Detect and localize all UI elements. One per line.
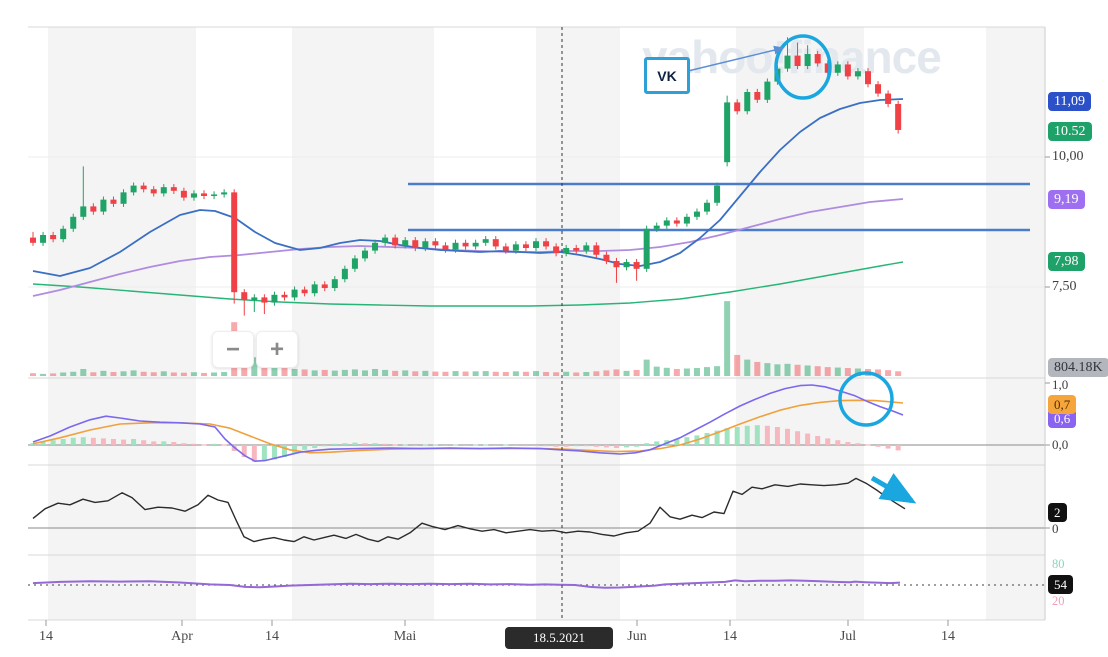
ma-green-value-badge: 7,98 (1048, 252, 1085, 271)
x-label-jun: Jun (627, 629, 647, 644)
candles (30, 37, 902, 316)
zoom-in-button[interactable]: + (256, 331, 298, 368)
rsi-lower-threshold-label: 20 (1052, 594, 1065, 608)
rsi-value-badge: 54 (1048, 575, 1073, 594)
macd-signal-badge: 0,7 (1048, 395, 1077, 414)
momentum-grid-label-0: 0 (1052, 521, 1059, 536)
x-label-14a: 14 (39, 629, 53, 644)
macd-grid-label-0: 0,0 (1052, 437, 1069, 452)
x-label-14c: 14 (723, 629, 737, 644)
momentum-value-badge: 2 (1048, 503, 1067, 522)
x-label-14d: 14 (941, 629, 955, 644)
price-grid-label-10: 10,00 (1052, 149, 1084, 164)
x-label-jul: Jul (839, 629, 857, 644)
volume-badge: 804.18K (1048, 358, 1108, 377)
momentum-line (32, 477, 906, 543)
rsi-line (32, 579, 901, 589)
x-label-14b: 14 (265, 629, 279, 644)
top-annotation-circle (774, 34, 832, 100)
rsi-upper-threshold-label: 80 (1052, 557, 1065, 571)
ma_green-line (32, 261, 904, 307)
zoom-controls: − + (212, 331, 298, 368)
ma-purple-value-badge: 9,19 (1048, 190, 1085, 209)
x-label-mai: Mai (393, 629, 417, 644)
cursor-date-label: 18.5.2021 (505, 627, 613, 649)
macd-grid-label-1: 1,0 (1052, 377, 1069, 392)
vk-arrow (687, 45, 785, 72)
x-label-apr: Apr (171, 629, 193, 644)
vk-sell-annotation[interactable]: VK (644, 57, 690, 94)
macd-annotation-circle (838, 371, 894, 427)
ma_blue-line (32, 98, 904, 277)
momentum-down-arrow (870, 473, 917, 504)
ma_purple-line (32, 198, 904, 297)
macd-panel (30, 384, 904, 463)
volume-bars (30, 301, 902, 376)
zoom-out-button[interactable]: − (212, 331, 254, 368)
price-grid-label-750: 7,50 (1052, 279, 1077, 294)
ma-blue-value-badge: 11,09 (1048, 92, 1091, 111)
last-price-badge: 10.52 (1048, 122, 1092, 141)
